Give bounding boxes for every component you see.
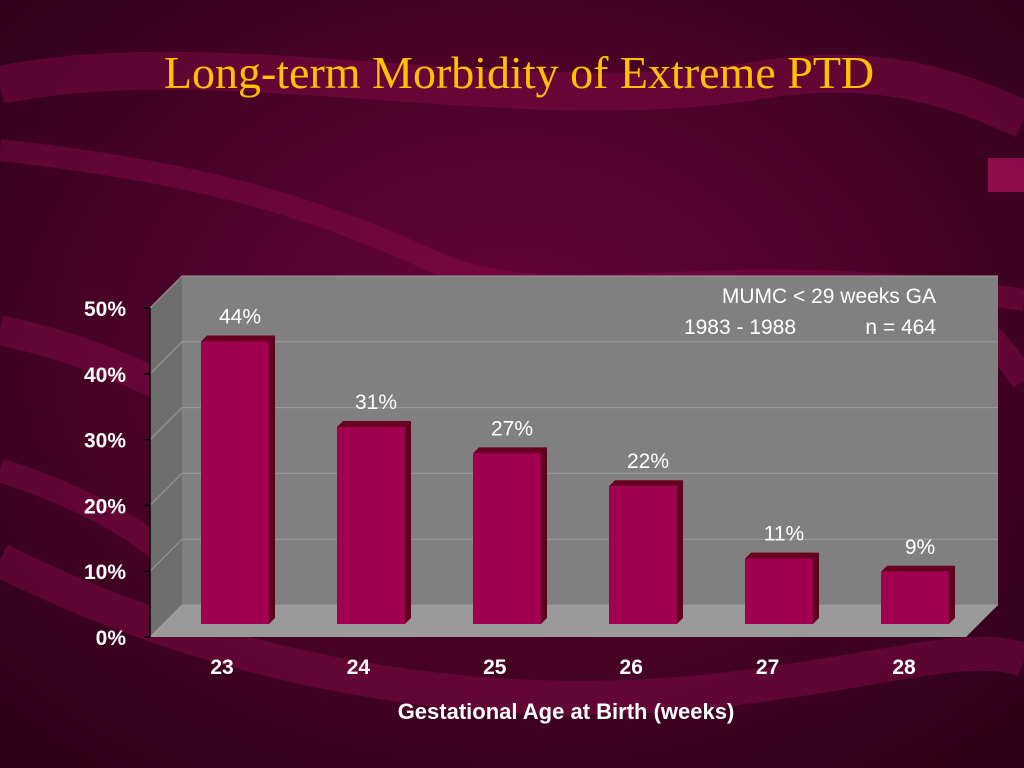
gridline (149, 538, 998, 572)
annotation-line1: MUMC < 29 weeks GA (722, 285, 936, 308)
bar-side (405, 421, 411, 624)
x-tick-label: 27 (756, 656, 779, 679)
bar-side (949, 565, 955, 624)
y-tick-label: 0% (96, 627, 127, 650)
bar-front (201, 341, 269, 624)
annotation-box: MUMC < 29 weeks GA 1983 - 1988 n = 464 (684, 285, 936, 339)
bar-side (813, 552, 819, 624)
y-tick-label: 50% (84, 298, 126, 321)
bar-26: 22% (609, 450, 683, 624)
plot-floor (150, 605, 998, 637)
data-label: 22% (627, 450, 669, 473)
x-axis-label: Gestational Age at Birth (weeks) (398, 699, 735, 724)
bar-top (745, 552, 819, 559)
decorative-tab (988, 158, 1024, 192)
bar-23: 44% (201, 305, 275, 624)
bar-front (473, 453, 541, 624)
gridlines (149, 275, 998, 638)
data-label: 44% (219, 305, 261, 328)
bar-25: 27% (473, 417, 547, 624)
bar-side (677, 480, 683, 624)
y-axis: 0% 10% 20% 30% 40% 50% (84, 298, 151, 650)
bar-top (881, 565, 955, 572)
bar-front (745, 558, 813, 624)
x-tick-label: 23 (210, 656, 233, 679)
x-tick-label: 26 (620, 656, 643, 679)
bar-top (201, 335, 275, 342)
gridline (149, 275, 998, 309)
bar-front (337, 427, 405, 624)
x-tick-label: 24 (347, 656, 371, 679)
plot-side-wall (150, 276, 182, 637)
bar-front (609, 486, 677, 624)
annotation-sample-size: n = 464 (865, 316, 936, 339)
bar-27: 11% (745, 523, 819, 624)
annotation-years: 1983 - 1988 (684, 316, 796, 339)
bar-front (881, 571, 949, 624)
bar-top (337, 421, 411, 428)
bar-top (609, 480, 683, 487)
data-label: 11% (764, 523, 804, 546)
y-tick-label: 20% (84, 495, 126, 518)
bar-top (473, 447, 547, 454)
bar-side (541, 447, 547, 624)
x-axis: 23 24 25 26 27 28 (210, 656, 916, 679)
bar-24: 31% (337, 391, 411, 624)
y-tick-label: 40% (84, 364, 126, 387)
gridline (149, 604, 998, 638)
bars: 44% 31% 27% 22% 11% 9% (201, 305, 955, 624)
data-label: 27% (491, 417, 533, 440)
chart-title: Long-term Morbidity of Extreme PTD (164, 47, 874, 98)
y-tick-label: 30% (84, 430, 126, 453)
data-label: 31% (355, 391, 397, 414)
bar-side (269, 335, 275, 624)
y-tick-label: 10% (84, 561, 126, 584)
gridline (149, 341, 998, 375)
x-tick-label: 28 (892, 656, 916, 679)
bar-28: 9% (881, 536, 955, 624)
data-label: 9% (905, 536, 935, 559)
x-tick-label: 25 (483, 656, 507, 679)
gridline (149, 407, 998, 440)
gridline (149, 472, 998, 506)
